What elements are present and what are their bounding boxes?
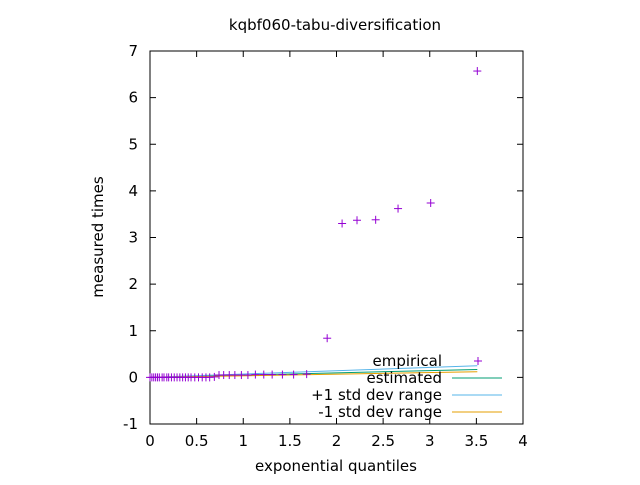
x-tick-label: 2.5 [371,432,395,450]
x-tick-label: 0.5 [185,432,209,450]
x-axis-title: exponential quantiles [255,457,417,475]
data-point [210,372,219,381]
x-tick-label: 3.5 [464,432,488,450]
legend-label: -1 std dev range [318,403,442,421]
x-tick-label: 1 [238,432,248,450]
ticks-layer: 0 0.5 1 1.5 2 2.5 3 3.5 4 -1 0 1 2 3 4 5 6 7 [123,42,528,450]
plot-frame [149,50,524,425]
x-tick-label: 2 [332,432,342,450]
series-line [149,365,478,378]
legend-label: empirical [373,352,442,370]
y-tick-label: 2 [128,275,138,293]
y-tick-label: 6 [128,89,138,107]
legend-label: +1 std dev range [311,386,442,404]
y-tick-label: -1 [123,415,138,433]
data-layer [146,67,482,382]
data-point [426,198,435,207]
data-point [251,370,260,379]
y-tick-label: 4 [128,182,138,200]
y-tick-label: 5 [128,135,138,153]
data-point [323,334,332,343]
y-tick-label: 1 [128,322,138,340]
data-point [338,219,347,228]
y-tick-label: 3 [128,229,138,247]
chart-title: kqbf060-tabu-diversification [229,16,441,34]
data-point [394,204,403,213]
y-tick-label: 0 [128,368,138,386]
data-point [278,370,287,379]
x-tick-label: 1.5 [278,432,302,450]
data-point [353,216,362,225]
x-tick-label: 0 [145,432,155,450]
legend-marker [474,357,482,365]
x-tick-label: 3 [425,432,435,450]
data-point [371,215,380,224]
y-tick-label: 7 [128,42,138,60]
data-point [289,370,298,379]
series-line [149,371,478,378]
data-point [259,370,268,379]
x-tick-label: 4 [518,432,528,450]
data-point [302,370,311,379]
data-point [473,67,482,76]
data-point [243,371,252,380]
legend-label: estimated [366,369,442,387]
data-point [268,370,277,379]
y-axis-title: measured times [89,176,107,298]
